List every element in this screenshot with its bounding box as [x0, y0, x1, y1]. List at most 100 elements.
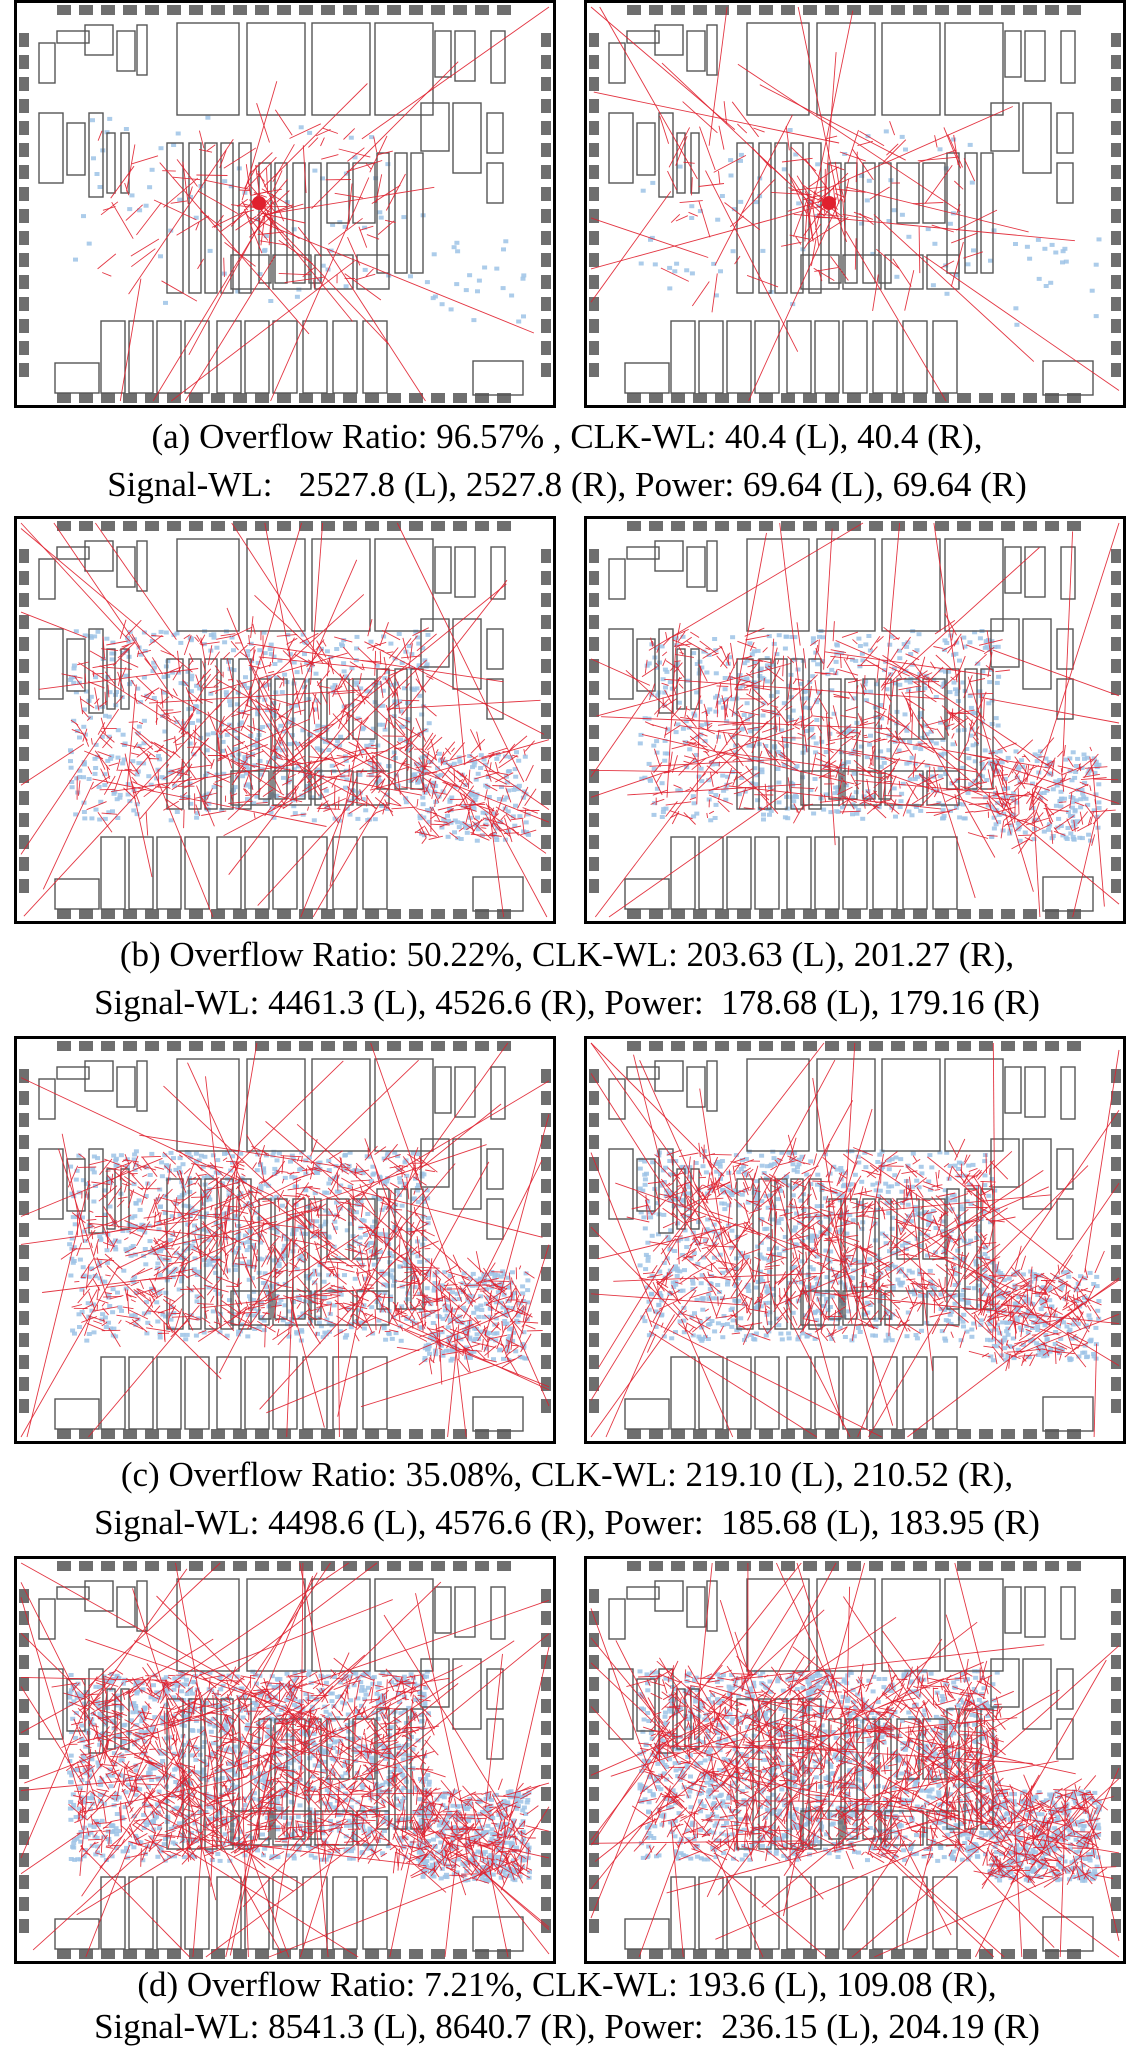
standard-cell	[300, 632, 306, 637]
net-wire	[131, 776, 138, 784]
standard-cell	[839, 651, 845, 656]
standard-cell	[1079, 766, 1085, 770]
net-wire	[951, 629, 955, 641]
net-wire	[732, 775, 738, 786]
net-wire	[115, 695, 124, 704]
net-wire	[627, 783, 802, 796]
standard-cell	[764, 656, 770, 661]
standard-cell	[415, 1254, 421, 1259]
io-pad	[1001, 521, 1015, 531]
net-wire	[924, 255, 1120, 391]
macro-block	[314, 254, 354, 290]
net-wire	[308, 756, 328, 759]
standard-cell	[521, 1330, 527, 1335]
io-pad	[589, 791, 599, 805]
standard-cell	[337, 220, 343, 225]
net-wire	[1014, 771, 1026, 789]
net-wire	[347, 147, 365, 162]
standard-cell	[417, 693, 423, 698]
standard-cell	[220, 1181, 226, 1186]
standard-cell	[718, 269, 723, 274]
io-pad	[541, 275, 551, 289]
standard-cell	[393, 1331, 399, 1336]
net-wire	[271, 698, 293, 705]
net-wire	[718, 125, 725, 150]
net-wire	[843, 658, 857, 681]
net-wire	[794, 678, 804, 681]
io-pad	[1045, 521, 1059, 531]
standard-cell	[447, 806, 453, 811]
net-wire	[815, 204, 843, 223]
standard-cell	[329, 763, 335, 768]
standard-cell	[205, 807, 211, 812]
net-wire	[751, 704, 765, 713]
standard-cell	[211, 632, 217, 637]
standard-cell	[316, 1272, 322, 1277]
standard-cell	[220, 739, 226, 744]
standard-cell	[986, 701, 992, 706]
standard-cell	[520, 795, 526, 800]
standard-cell	[673, 636, 679, 641]
standard-cell	[1053, 803, 1059, 808]
net-wire	[748, 659, 763, 662]
io-pad	[255, 521, 269, 531]
net-wire	[117, 670, 122, 686]
standard-cell	[430, 1309, 436, 1314]
standard-cell	[659, 644, 665, 649]
net-wire	[1031, 788, 1041, 918]
net-wire	[762, 710, 782, 716]
net-wire	[101, 648, 119, 652]
layout-panel-a-left	[14, 0, 556, 408]
standard-cell	[290, 798, 296, 803]
io-pad	[167, 909, 181, 919]
standard-cell	[878, 703, 884, 707]
standard-cell	[307, 668, 313, 673]
net-wire	[401, 762, 410, 766]
net-wire	[180, 759, 183, 780]
standard-cell	[223, 1236, 229, 1240]
net-wire	[476, 731, 482, 751]
standard-cell	[371, 765, 377, 770]
net-wire	[523, 749, 526, 756]
net-wire	[387, 766, 409, 775]
net-wire	[321, 786, 328, 791]
net-wire	[774, 706, 790, 726]
standard-cell	[196, 1158, 202, 1163]
standard-cell	[347, 1221, 353, 1226]
net-wire	[716, 729, 720, 744]
standard-cell	[877, 725, 883, 730]
standard-cell	[316, 1320, 322, 1325]
routed-nets	[590, 6, 1120, 402]
io-pad	[913, 521, 927, 531]
standard-cell	[347, 1150, 353, 1155]
standard-cell	[344, 777, 350, 782]
standard-cell	[662, 690, 668, 695]
net-wire	[1093, 778, 1119, 781]
net-wire	[140, 695, 158, 702]
standard-cell	[479, 1308, 485, 1312]
io-pad	[475, 909, 489, 919]
net-wire	[237, 758, 256, 768]
net-wire	[86, 801, 107, 811]
net-wire	[771, 667, 781, 685]
standard-cell	[68, 765, 74, 770]
standard-cell	[337, 743, 343, 748]
standard-cell	[158, 146, 164, 151]
standard-cell	[446, 1304, 452, 1309]
net-wire	[164, 666, 181, 675]
standard-cell	[410, 1151, 416, 1156]
io-pad	[1001, 393, 1015, 403]
net-wire	[272, 775, 282, 793]
net-wire	[665, 801, 692, 806]
standard-cell	[136, 724, 142, 729]
net-wire	[771, 191, 812, 196]
net-wire	[206, 144, 216, 152]
standard-cell	[255, 737, 260, 742]
standard-cell	[245, 1240, 251, 1245]
io-pad	[891, 5, 905, 15]
standard-cell	[467, 273, 473, 278]
standard-cell	[338, 734, 344, 739]
standard-cell	[388, 641, 394, 646]
net-wire	[92, 778, 327, 827]
standard-cell	[387, 1260, 393, 1265]
